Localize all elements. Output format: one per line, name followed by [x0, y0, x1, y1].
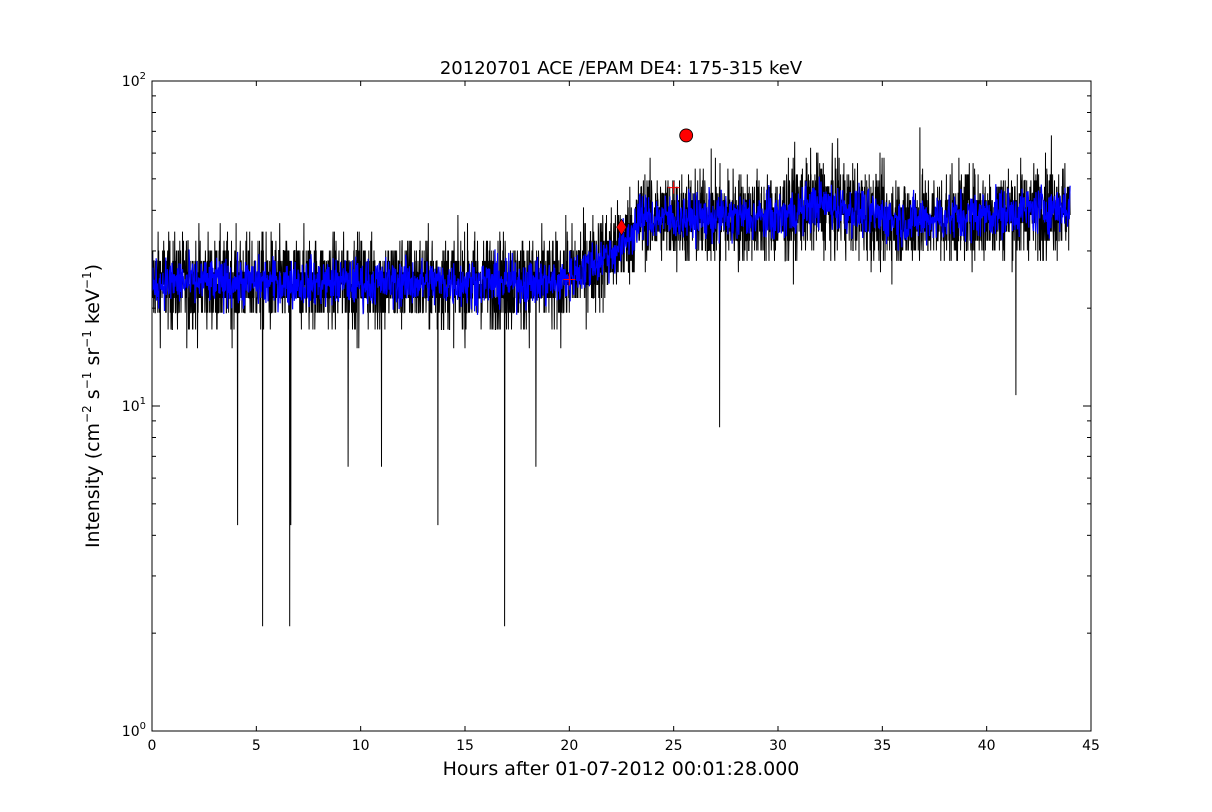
y-tick-labels: 100 101 102 — [122, 71, 146, 740]
ticks-layer — [151, 80, 1092, 732]
series-line-raw — [152, 127, 1071, 627]
x-tick-label: 5 — [252, 738, 261, 754]
x-tick-label: 20 — [560, 738, 578, 754]
y-tick-label: 101 — [122, 396, 146, 415]
x-tick-label: 0 — [148, 738, 157, 754]
x-tick-label: 10 — [352, 738, 370, 754]
x-tick-label: 35 — [873, 738, 891, 754]
y-tick-label: 102 — [122, 71, 146, 90]
marker-circle — [679, 128, 694, 143]
x-axis-label: Hours after 01-07-2012 00:01:28.000 — [443, 758, 800, 780]
x-tick-label: 30 — [769, 738, 787, 754]
series-layer — [152, 127, 1071, 627]
x-tick-label: 45 — [1082, 738, 1100, 754]
marker-layer — [563, 128, 694, 286]
series-line-smoothed — [152, 176, 1071, 315]
chart-title: 20120701 ACE /EPAM DE4: 175-315 keV — [440, 58, 803, 79]
x-tick-label: 40 — [978, 738, 996, 754]
marker-plus — [667, 181, 680, 194]
x-tick-label: 25 — [665, 738, 683, 754]
y-axis-label: Intensity (cm−2 s−1 sr−1 keV−1) — [80, 264, 104, 548]
marker-diamond — [616, 218, 627, 236]
y-tick-label: 100 — [122, 721, 146, 740]
x-tick-labels: 0 5 10 15 20 25 30 35 40 45 — [148, 738, 1100, 754]
marker-plus — [563, 273, 576, 286]
x-tick-label: 15 — [456, 738, 474, 754]
